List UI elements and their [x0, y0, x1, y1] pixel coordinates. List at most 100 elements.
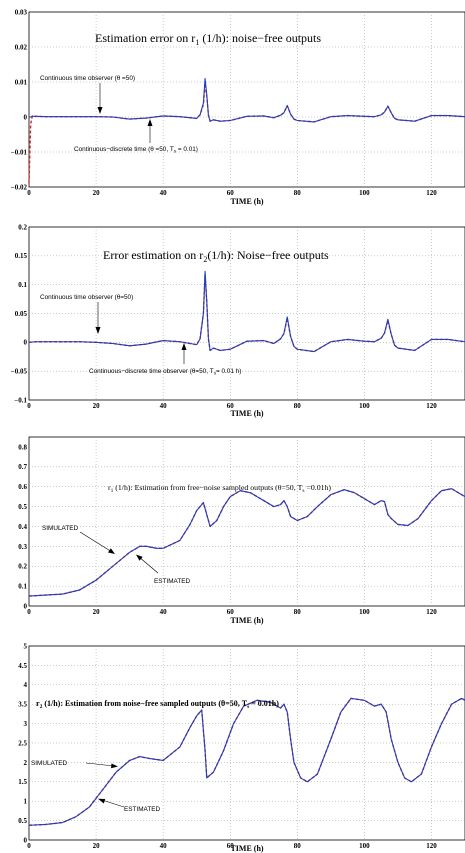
- x-tick-label: 100: [359, 608, 370, 616]
- annotation-arrow: [101, 799, 125, 808]
- y-tick-label: 0.3: [18, 543, 27, 551]
- y-tick-label: 3.5: [18, 701, 27, 709]
- title-subscript: 2: [40, 704, 43, 710]
- x-tick-label: 120: [426, 189, 437, 197]
- grid: [29, 646, 465, 840]
- y-tick-label: 0.5: [18, 503, 27, 511]
- series-lines: [28, 697, 465, 826]
- y-tick-label: 0.02: [15, 43, 28, 51]
- title-part: r: [108, 483, 111, 492]
- title-part: (1/h): Estimation from noise−free sample…: [42, 699, 247, 708]
- chart-title: Estimation error on r1 (1/h): noise−free…: [95, 31, 321, 47]
- x-tick-label: 20: [93, 189, 101, 197]
- tick-labels: 0 20 40 60 80 100 120 −0.1 −0.05 0 0.05 0.1 0.15 0.2: [11, 223, 437, 410]
- series-line-0: [28, 697, 465, 826]
- annotation-subscript: s: [174, 149, 177, 154]
- y-tick-label: −0.1: [14, 396, 27, 404]
- arrowhead: [136, 554, 143, 561]
- tick-labels: 0 20 40 60 80 100 120 −0.02 −0.01 0 0.01 0.02 0.03: [11, 8, 437, 197]
- arrowhead: [108, 548, 115, 554]
- x-tick-label: 0: [27, 402, 31, 410]
- title-part: Error estimation on r: [103, 248, 203, 262]
- x-axis-label: TIME (h): [230, 409, 263, 418]
- y-tick-label: 0.1: [18, 583, 27, 591]
- y-tick-label: 0.8: [18, 443, 27, 451]
- series-line-0: [28, 83, 465, 184]
- x-tick-label: 20: [93, 842, 101, 850]
- y-tick-label: 3: [24, 720, 28, 728]
- y-tick-label: 2.5: [18, 739, 27, 747]
- chart-panel-r1-error: 0 20 40 60 80 100 120 −0.02 −0.01 0 0.01 0.02 0.03 E…: [11, 8, 465, 206]
- y-tick-label: 0.2: [18, 563, 27, 571]
- y-tick-label: 4.5: [18, 662, 27, 670]
- plot-frame: [28, 436, 465, 607]
- annotation: Continuous time observer (θ=50): [40, 294, 133, 301]
- y-tick-label: 0.4: [18, 523, 27, 531]
- annotation-text: Continuous−discrete time (θ =50, T: [74, 146, 174, 153]
- x-axis-label: TIME (h): [230, 616, 263, 625]
- arrowhead: [111, 763, 118, 769]
- title-part: (1/h): Estimation from free−noise sample…: [113, 483, 302, 492]
- x-tick-label: 40: [160, 189, 168, 197]
- x-tick-label: 20: [93, 608, 101, 616]
- y-tick-label: 0: [24, 339, 28, 347]
- title-part: r: [36, 699, 40, 708]
- y-tick-label: 0.05: [15, 310, 28, 318]
- annotation: ESTIMATED: [124, 806, 160, 813]
- y-tick-label: 0.6: [18, 483, 27, 491]
- chart-title: Error estimation on r2(1/h): Noise−free …: [103, 248, 329, 264]
- x-tick-label: 120: [426, 402, 437, 410]
- series-line-0: [28, 273, 465, 353]
- y-tick-label: 0.1: [18, 281, 27, 289]
- annotation: Continuous−discrete time (θ =50, Ts = 0.…: [74, 146, 198, 154]
- annotation-text: Continuous−discrete time observer (θ=50,…: [89, 368, 214, 375]
- arrowhead: [147, 119, 153, 126]
- tick-labels: 0 20 40 60 80 100 120 0 0.5 1 1.5 2 2.5 3 3.5 4 4.5 5: [18, 642, 437, 850]
- y-tick-label: 1.5: [18, 778, 27, 786]
- y-tick-label: 0: [24, 113, 28, 121]
- plot-frame: [28, 11, 465, 188]
- arrowhead: [97, 107, 103, 114]
- x-tick-label: 40: [160, 608, 168, 616]
- title-part: = 0.01h): [249, 699, 279, 708]
- tick-labels: 0 20 40 60 80 100 120 0 0.1 0.2 0.3 0.4 0.5 0.6 0.7 0.8: [18, 443, 437, 616]
- annotation: SIMULATED: [31, 760, 67, 767]
- x-tick-label: 60: [227, 608, 235, 616]
- title-subscript: 1: [195, 38, 199, 47]
- x-tick-label: 80: [294, 189, 302, 197]
- y-tick-label: −0.05: [11, 368, 28, 376]
- x-tick-label: 100: [359, 842, 370, 850]
- chart-panel-r2-error: 0 20 40 60 80 100 120−0.1−0.0500.050.10.150.2 …: [11, 223, 465, 418]
- chart-title: r2 (1/h): Estimation from noise−free sam…: [36, 699, 279, 710]
- y-tick-label: −0.02: [11, 183, 28, 191]
- chart-panel-r1-estimation: 0 20 40 60 80 100 120 0 0.1 0.2 0.3 0.4 0.5 0.6 0.7 0.8…: [18, 436, 465, 625]
- y-tick-label: 0.7: [18, 463, 27, 471]
- title-part: (1/h): noise−free outputs: [199, 31, 321, 45]
- annotation: ESTIMATED: [154, 578, 190, 585]
- x-tick-label: 100: [359, 189, 370, 197]
- y-tick-label: 0.03: [15, 8, 28, 16]
- series-lines: [28, 270, 465, 353]
- y-tick-label: 0: [24, 602, 28, 610]
- series-line-1: [28, 697, 465, 826]
- y-tick-label: 0.5: [18, 817, 27, 825]
- y-tick-label: 0.01: [15, 78, 28, 86]
- y-tick-label: −0.01: [11, 148, 28, 156]
- x-tick-label: 40: [160, 402, 168, 410]
- annotation-arrow: [138, 556, 159, 574]
- y-tick-label: 0: [24, 836, 28, 844]
- y-tick-label: 5: [24, 642, 28, 650]
- arrowhead: [98, 798, 106, 804]
- series-lines: [28, 77, 465, 184]
- chart-title: r1 (1/h): Estimation from free−noise sam…: [108, 483, 331, 494]
- y-tick-label: 0.15: [15, 252, 28, 260]
- arrowhead: [181, 343, 187, 350]
- series-lines: [28, 487, 465, 597]
- y-tick-label: 0.2: [18, 223, 27, 231]
- y-tick-label: 1: [24, 798, 28, 806]
- x-tick-label: 0: [27, 189, 31, 197]
- series-line-1: [28, 488, 465, 597]
- title-subscript: s: [302, 488, 304, 494]
- annotation: Continuous time observer (θ =50): [40, 75, 135, 82]
